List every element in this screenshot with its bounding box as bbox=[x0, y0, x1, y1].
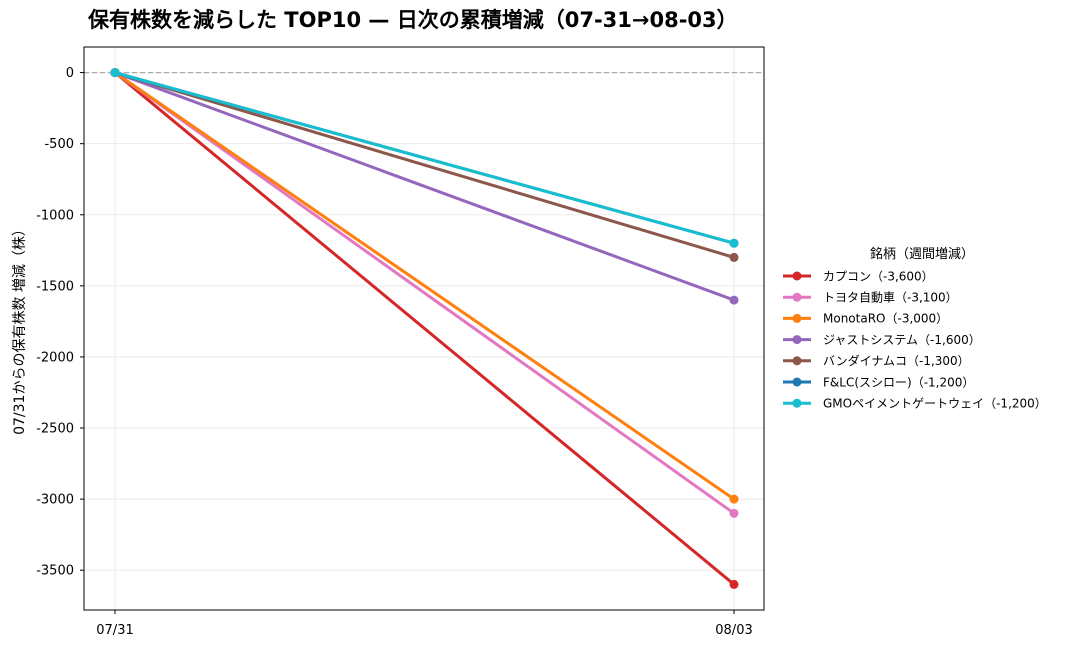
y-tick-label: -1000 bbox=[36, 208, 74, 223]
series bbox=[110, 68, 739, 589]
legend-title: 銘柄（週間増減） bbox=[870, 246, 974, 262]
y-axis-label: 07/31からの保有株数 増減（株） bbox=[11, 222, 28, 435]
series-line bbox=[113, 71, 736, 259]
y-tick-label: -3000 bbox=[36, 493, 74, 508]
y-tick-label: -3500 bbox=[36, 564, 74, 579]
legend-swatch-marker bbox=[792, 356, 802, 366]
legend-entry-label: バンダイナムコ（-1,300） bbox=[823, 353, 970, 368]
legend: 銘柄（週間増減） カプコン（-3,600） トヨタ自動車（-3,100） Monot… bbox=[783, 246, 1047, 411]
legend-swatch-marker bbox=[792, 377, 802, 387]
series-line bbox=[113, 71, 736, 245]
legend-entry-label: トヨタ自動車（-3,100） bbox=[823, 291, 958, 305]
legend-entry-label: カプコン（-3,600） bbox=[823, 269, 934, 283]
legend-entry-label: ジャストシステム（-1,600） bbox=[823, 333, 981, 347]
chart-title: 保有株数を減らした TOP10 — 日次の累積増減（07-31→08-03） bbox=[88, 8, 738, 32]
data-point bbox=[110, 68, 120, 78]
x-tick-label: 08/03 bbox=[715, 623, 752, 638]
y-tick-label: -2500 bbox=[36, 422, 74, 437]
y-tick-label: -2000 bbox=[36, 350, 74, 365]
legend-swatch-marker bbox=[792, 292, 802, 302]
legend-swatch-marker bbox=[792, 313, 802, 323]
series-line bbox=[113, 71, 736, 586]
data-point bbox=[729, 252, 739, 262]
y-tick-label: -500 bbox=[44, 137, 74, 152]
legend-entry-label: GMOペイメントゲートウェイ（-1,200） bbox=[823, 397, 1047, 411]
y-tick-label: 0 bbox=[66, 66, 74, 81]
data-point bbox=[729, 494, 739, 504]
series bbox=[110, 68, 739, 248]
series-line bbox=[113, 71, 736, 501]
legend-entry-label: MonotaRO（-3,000） bbox=[823, 312, 948, 326]
x-tick-label: 07/31 bbox=[96, 623, 133, 638]
legend-entry-label: F&LC(スシロー)（-1,200） bbox=[823, 375, 974, 389]
data-point bbox=[729, 295, 739, 305]
data-point bbox=[729, 238, 739, 248]
legend-swatch-marker bbox=[792, 398, 802, 408]
series bbox=[110, 68, 739, 305]
y-tick-label: -1500 bbox=[36, 279, 74, 294]
y-axis: 0 -500 -1000 -1500 -2000 -2500 -3000 -3500 bbox=[36, 66, 84, 579]
data-point bbox=[729, 508, 739, 518]
legend-swatch-marker bbox=[792, 335, 802, 345]
series-line bbox=[113, 71, 736, 515]
data-point bbox=[729, 579, 739, 589]
legend-swatch-marker bbox=[792, 271, 802, 281]
x-axis: 07/31 08/03 bbox=[96, 610, 753, 638]
plot-frame bbox=[83, 46, 765, 611]
series-layer bbox=[110, 68, 739, 589]
series-line bbox=[113, 71, 736, 302]
